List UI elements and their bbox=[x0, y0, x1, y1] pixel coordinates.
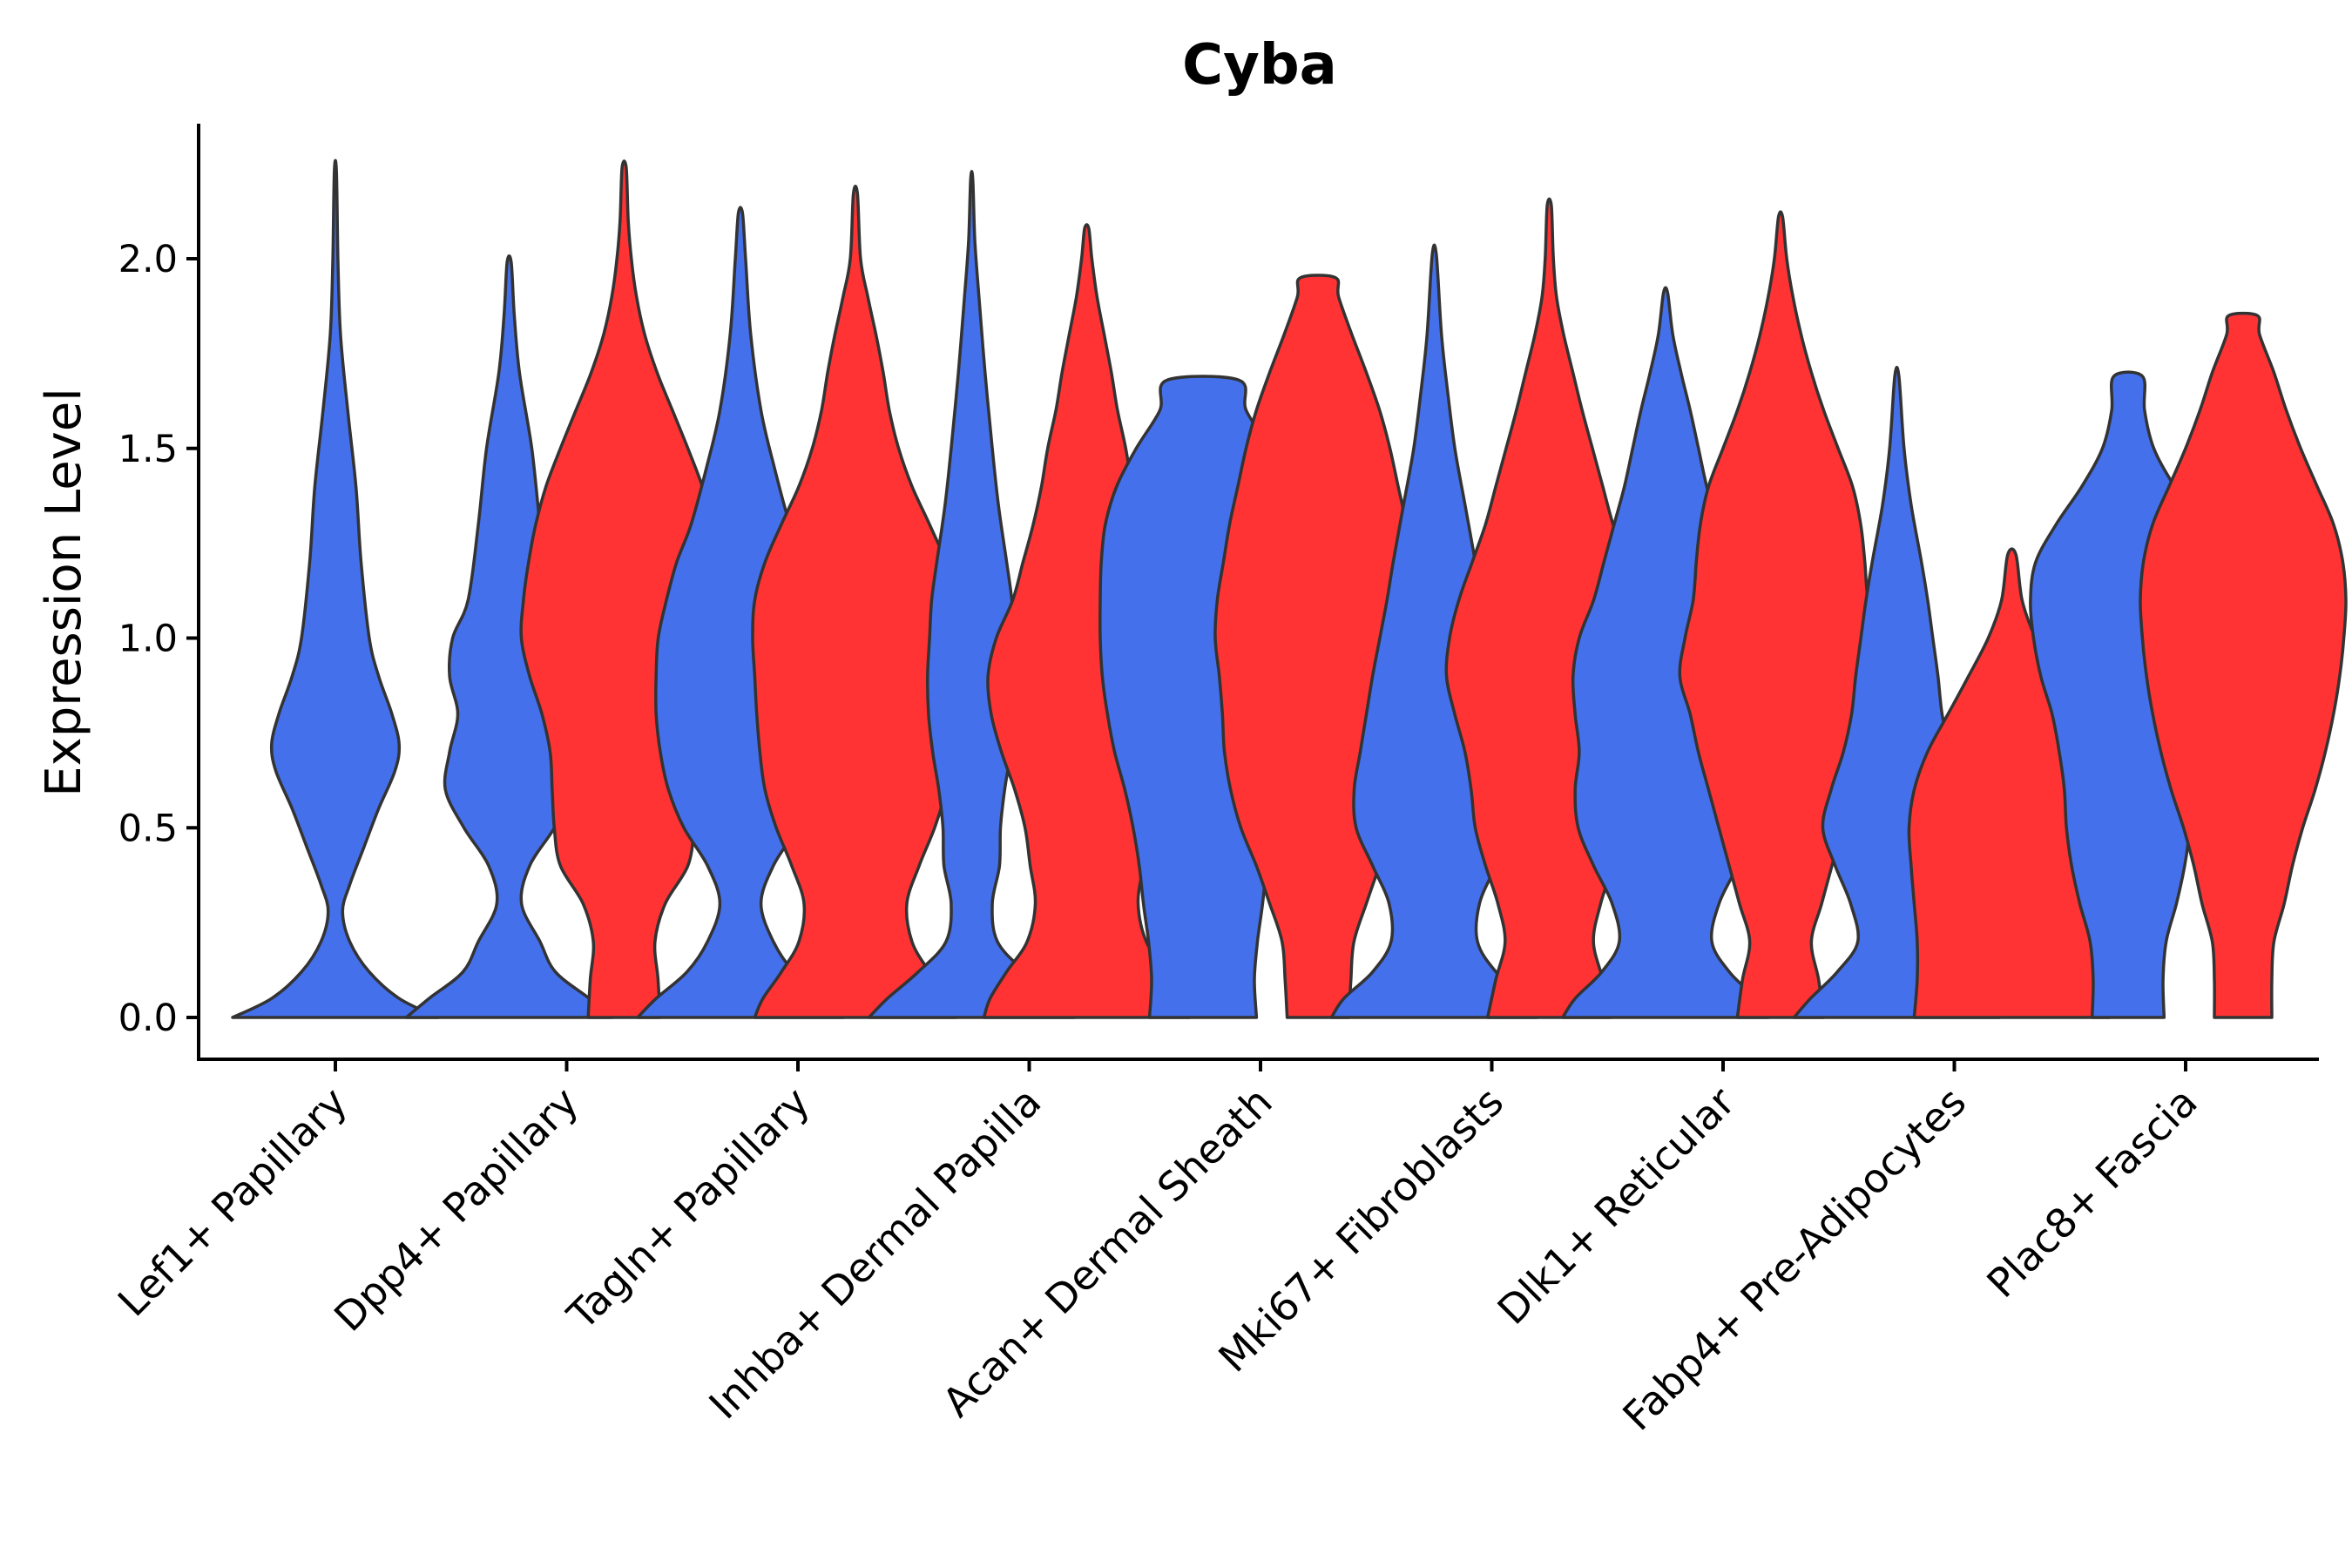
y-tick-label: 2.0 bbox=[118, 238, 178, 281]
chart-title: Cyba bbox=[1182, 33, 1337, 98]
violin-inhba-dermal-papilla-blue bbox=[867, 170, 1077, 1019]
x-tick-label: Tagln+ Papillary bbox=[558, 1078, 819, 1340]
y-tick-label: 0.0 bbox=[118, 997, 178, 1040]
x-tick-label: Lef1+ Papillary bbox=[109, 1078, 356, 1326]
y-tick-label: 0.5 bbox=[118, 807, 178, 850]
y-tick-label: 1.0 bbox=[118, 618, 178, 661]
x-tick-label: Dpp4+ Papillary bbox=[325, 1078, 587, 1341]
axes-layer bbox=[197, 124, 2319, 1061]
y-tick-label: 1.5 bbox=[118, 428, 178, 471]
y-axis-label: Expression Level bbox=[36, 388, 92, 797]
x-tick-label: Dlk1+ Reticular bbox=[1489, 1078, 1744, 1334]
x-tick-label: Plac8+ Fascia bbox=[1977, 1078, 2206, 1307]
violin-plac8-fascia-red bbox=[2139, 311, 2348, 1019]
y-ticks-layer: 0.0 0.5 1.0 1.5 2.0 bbox=[118, 238, 199, 1040]
violins-layer bbox=[231, 159, 2348, 1019]
violin-lef1-papillary-blue bbox=[231, 159, 440, 1019]
violin-tagln-papillary-red bbox=[751, 184, 960, 1019]
